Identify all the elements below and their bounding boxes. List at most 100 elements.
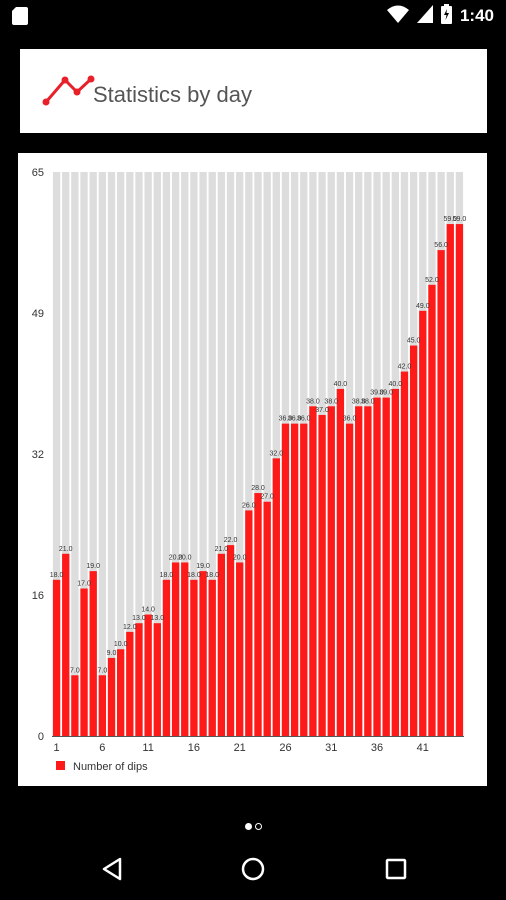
bar[interactable] xyxy=(217,553,226,736)
bar-value-label: 27.0 xyxy=(260,494,274,501)
bar-value-label: 59.0 xyxy=(453,216,467,223)
page-title: Statistics by day xyxy=(93,82,252,107)
bar[interactable] xyxy=(400,371,409,736)
bar[interactable] xyxy=(327,406,335,736)
page-dot-inactive[interactable] xyxy=(254,822,262,830)
bar-value-label: 39.0 xyxy=(370,390,384,397)
nav-bar xyxy=(0,840,506,900)
home-button[interactable] xyxy=(233,854,273,888)
bar[interactable] xyxy=(382,397,390,736)
bar-value-label: 39.0 xyxy=(379,390,393,397)
bar-value-label: 18.0 xyxy=(187,572,201,579)
bar[interactable] xyxy=(236,562,244,736)
wifi-icon xyxy=(386,5,409,27)
bar[interactable] xyxy=(437,250,445,736)
background-bar xyxy=(126,172,134,736)
background-bar xyxy=(153,172,161,736)
bar-value-label: 7.0 xyxy=(70,667,80,674)
bar[interactable] xyxy=(190,579,198,736)
bar[interactable] xyxy=(52,579,61,736)
bar[interactable] xyxy=(126,631,134,736)
bar[interactable] xyxy=(309,406,317,736)
bar-value-label: 32.0 xyxy=(269,450,283,457)
bar-value-label: 38.0 xyxy=(324,398,338,405)
x-tick-label: 21 xyxy=(234,742,246,754)
background-bar xyxy=(52,172,61,736)
bar-value-label: 36.0 xyxy=(288,416,302,423)
bar[interactable] xyxy=(300,423,308,736)
bar[interactable] xyxy=(336,388,345,736)
bar[interactable] xyxy=(171,562,180,736)
background-bar xyxy=(71,172,79,736)
x-tick-label: 16 xyxy=(188,742,200,754)
recents-icon xyxy=(385,858,407,884)
y-tick-label: 65 xyxy=(32,167,44,179)
bar[interactable] xyxy=(117,649,125,736)
bar[interactable] xyxy=(107,657,116,736)
x-tick-label: 1 xyxy=(54,742,60,754)
back-button[interactable] xyxy=(92,854,132,888)
bar[interactable] xyxy=(409,345,418,736)
status-bar: 1:40 xyxy=(0,0,506,32)
bar-value-label: 42.0 xyxy=(398,364,412,371)
bar-value-label: 19.0 xyxy=(196,563,210,570)
bar[interactable] xyxy=(446,224,454,737)
bar-value-label: 10.0 xyxy=(114,641,128,648)
background-bar xyxy=(236,172,244,736)
bar-value-label: 45.0 xyxy=(407,338,421,345)
bar-value-label: 18.0 xyxy=(205,572,219,579)
bar[interactable] xyxy=(428,284,436,736)
bar-value-label: 38.0 xyxy=(361,398,375,405)
background-bar xyxy=(98,172,107,736)
bar-value-label: 21.0 xyxy=(215,546,229,553)
y-tick-label: 0 xyxy=(38,731,44,743)
bar[interactable] xyxy=(80,588,88,736)
background-bar xyxy=(171,172,180,736)
bar[interactable] xyxy=(62,553,70,736)
bar[interactable] xyxy=(272,458,280,736)
bar-value-label: 36.0 xyxy=(297,416,311,423)
signal-icon xyxy=(416,5,433,27)
bar[interactable] xyxy=(181,562,189,736)
bar[interactable] xyxy=(208,579,216,736)
background-bar xyxy=(254,172,262,736)
chart-card[interactable]: 18.0 21.0 7.0 17.0 19.0 7.0 9.0 10.0 12.0 13.0 14.… xyxy=(18,153,487,786)
bar-value-label: 22.0 xyxy=(224,537,238,544)
bar[interactable] xyxy=(290,423,299,736)
bar-value-label: 28.0 xyxy=(251,485,265,492)
bar[interactable] xyxy=(281,423,290,736)
bar[interactable] xyxy=(89,571,97,736)
bar-value-label: 21.0 xyxy=(59,546,73,553)
bar[interactable] xyxy=(318,414,326,736)
bar[interactable] xyxy=(345,423,354,736)
bar[interactable] xyxy=(254,493,262,736)
bar[interactable] xyxy=(245,510,253,736)
bar-chart[interactable]: 18.0 21.0 7.0 17.0 19.0 7.0 9.0 10.0 12.0 13.014.… xyxy=(18,153,487,786)
bar[interactable] xyxy=(419,310,427,736)
bar[interactable] xyxy=(71,675,79,736)
bar-value-label: 49.0 xyxy=(416,303,430,310)
bar[interactable] xyxy=(391,388,399,736)
bar[interactable] xyxy=(373,397,381,736)
bar[interactable] xyxy=(355,406,363,736)
bar[interactable] xyxy=(144,614,152,736)
bar[interactable] xyxy=(135,623,143,736)
bar[interactable] xyxy=(455,224,464,737)
x-tick-label: 36 xyxy=(371,742,383,754)
bar[interactable] xyxy=(162,579,171,736)
bar[interactable] xyxy=(153,623,161,736)
bar[interactable] xyxy=(263,501,271,736)
bar[interactable] xyxy=(364,406,372,736)
y-tick-label: 32 xyxy=(32,449,44,461)
clock: 1:40 xyxy=(459,6,494,25)
y-tick-label: 49 xyxy=(32,308,44,320)
page-dot-active[interactable] xyxy=(244,822,252,830)
bar-value-label: 13.0 xyxy=(150,615,164,622)
bar[interactable] xyxy=(226,545,235,736)
recents-button[interactable] xyxy=(376,854,416,888)
background-bar xyxy=(190,172,198,736)
header-card: Statistics by day xyxy=(20,49,487,133)
bar[interactable] xyxy=(199,571,207,736)
bar[interactable] xyxy=(98,675,107,736)
line-chart-icon xyxy=(40,75,96,111)
